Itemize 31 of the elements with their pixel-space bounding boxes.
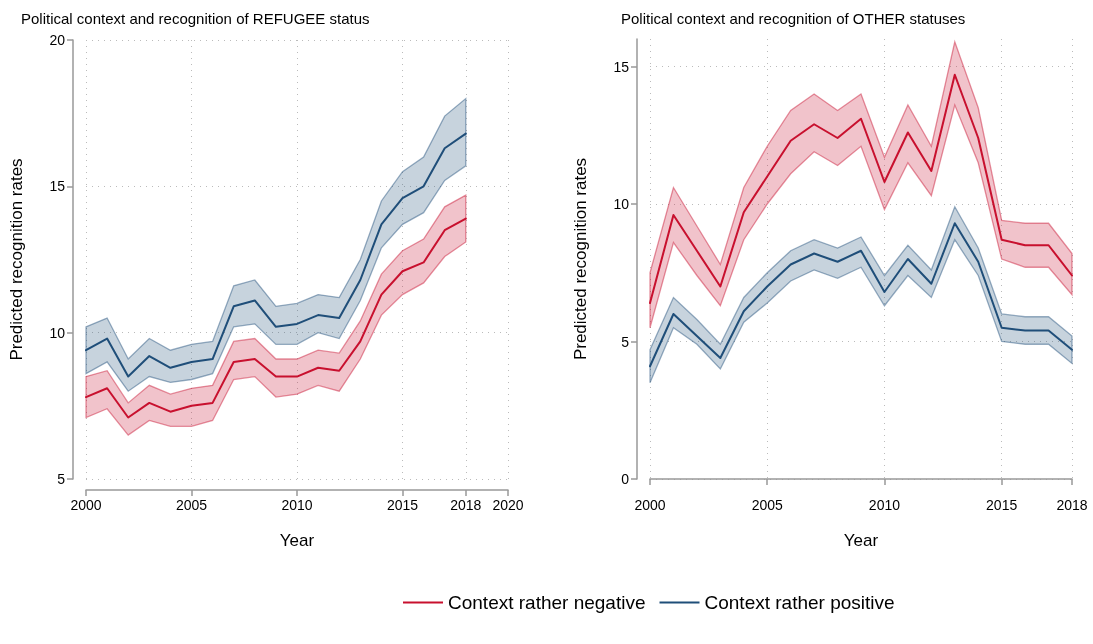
y-axis-title: Predicted recognition rates	[571, 157, 590, 361]
line-series	[649, 73, 1073, 304]
x-tick-label: 2005	[175, 497, 208, 513]
y-axis-title: Predicted recognition rates	[7, 158, 26, 361]
legend-label: Context rather negative	[448, 592, 646, 613]
x-tick-label: 2020	[492, 497, 524, 513]
x-tick-label: 2018	[450, 497, 482, 513]
x-tick-label: 2000	[70, 497, 102, 513]
y-tick-label: 10	[613, 196, 630, 212]
x-tick-label: 2018	[1056, 497, 1088, 513]
x-tick-label: 2010	[868, 497, 901, 513]
y-tick-label: 20	[49, 32, 66, 48]
y-tick-label: 5	[57, 471, 66, 487]
x-tick-label: 2015	[386, 497, 419, 513]
y-tick-label: 5	[621, 333, 630, 350]
x-tick-label: 2005	[751, 497, 783, 513]
line-series	[85, 217, 467, 419]
x-axis-title: Year	[279, 531, 315, 550]
line-series	[649, 222, 1073, 368]
x-tick-label: 2010	[281, 497, 313, 513]
chart-title: Political context and recognition of OTHER statuses	[621, 10, 966, 27]
x-axis-title: Year	[843, 531, 879, 550]
y-tick-label: 10	[49, 324, 66, 341]
y-tick-label: 15	[613, 58, 630, 75]
x-tick-label: 2000	[634, 497, 666, 513]
legend-label: Context rather positive	[704, 592, 895, 613]
y-tick-label: 15	[49, 178, 66, 195]
x-tick-label: 2015	[986, 497, 1018, 513]
y-tick-label: 0	[621, 471, 630, 487]
line-series	[85, 132, 467, 378]
chart-title: Political context and recognition of REFUGEE status	[21, 10, 370, 27]
